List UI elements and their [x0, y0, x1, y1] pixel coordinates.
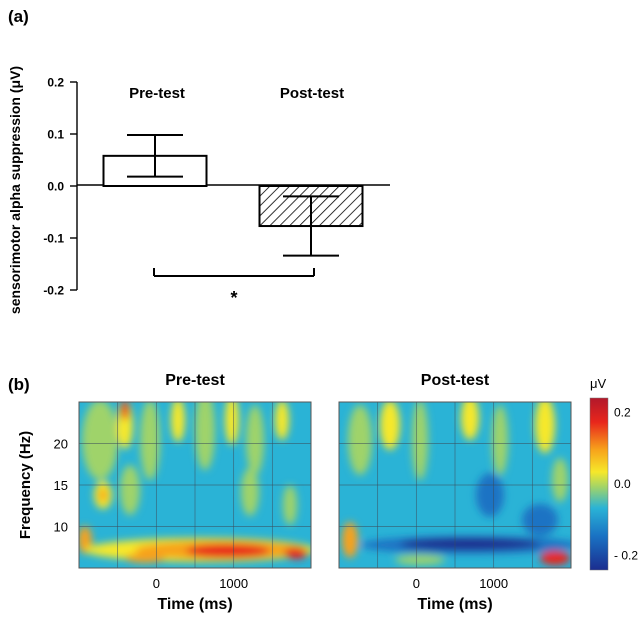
heatmap-pre-test-frame — [78, 401, 312, 569]
heatmap-x-tick-label: 1000 — [219, 576, 248, 591]
heatmap-y-tick-label: 10 — [54, 520, 68, 535]
heatmap-post-test — [339, 402, 571, 568]
colorbar-tick-label: 0.0 — [614, 477, 631, 491]
y-tick-label: -0.1 — [43, 232, 64, 246]
y-tick-label: -0.2 — [43, 284, 64, 298]
heatmap-pre-test — [79, 402, 311, 568]
heatmap-pre-x-axis-label: Time (ms) — [157, 596, 232, 613]
heatmap-y-tick-label: 20 — [54, 437, 68, 452]
colorbar-tick-label: - 0.2 — [614, 549, 638, 563]
colorbar-tick-label: 0.2 — [614, 405, 631, 419]
heatmap-post-test-frame — [338, 401, 572, 569]
heatmap-x-tick-label: 0 — [153, 576, 160, 591]
heatmap-post-x-axis-label: Time (ms) — [417, 596, 492, 613]
heatmap-x-tick-label: 1000 — [479, 576, 508, 591]
y-tick-label: 0.2 — [47, 76, 64, 90]
panel-a-label: (a) — [8, 7, 29, 26]
error-bar-post-test — [283, 195, 339, 257]
panel-b-label: (b) — [8, 375, 30, 394]
bar-label-post-test: Post-test — [280, 85, 344, 102]
y-tick-label: 0.1 — [47, 128, 64, 142]
y-tick-label: 0.0 — [47, 180, 64, 194]
significance-star: * — [230, 288, 237, 308]
panel-a-y-axis-label: sensorimotor alpha suppression (μV) — [7, 66, 23, 314]
colorbar-unit: μV — [590, 376, 606, 391]
heatmap-y-tick-label: 15 — [54, 478, 68, 493]
significance-bracket — [153, 268, 315, 277]
heatmap-x-tick-label: 0 — [413, 576, 420, 591]
colorbar — [589, 397, 609, 571]
heatmap-title-post-test: Post-test — [421, 372, 490, 389]
heatmap-title-pre-test: Pre-test — [165, 372, 225, 389]
heatmap-gridlines — [79, 402, 571, 568]
error-bar-pre-test — [127, 134, 183, 178]
heatmap-y-axis-label: Frequency (Hz) — [17, 431, 34, 539]
bar-label-pre-test: Pre-test — [129, 85, 185, 102]
